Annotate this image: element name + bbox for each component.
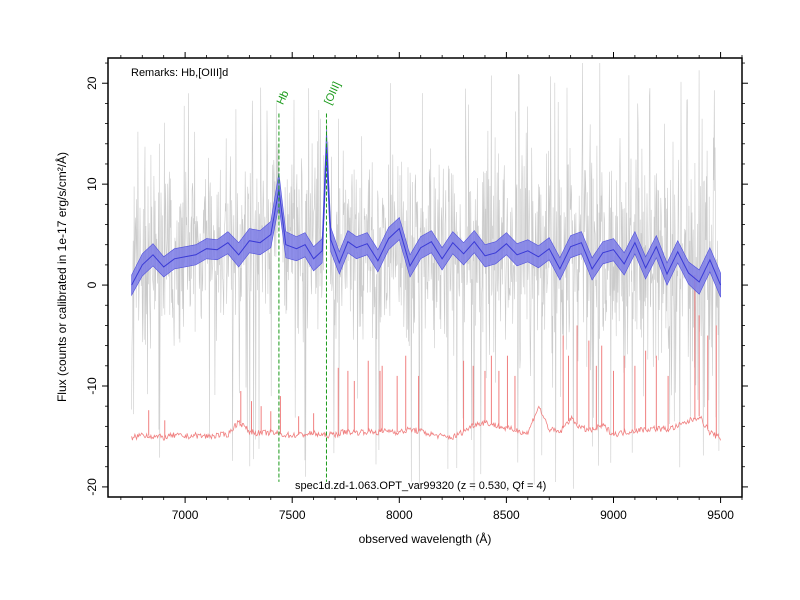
x-tick-label: 8000 xyxy=(386,508,413,522)
y-axis-title: Flux (counts or calibrated in 1e-17 erg/… xyxy=(54,152,69,402)
x-tick-label: 9500 xyxy=(707,508,734,522)
smoothed-spectrum-series xyxy=(131,129,722,298)
x-axis: 7000 7500 8000 8500 9000 9500 xyxy=(120,52,743,522)
x-axis-title: observed wavelength (Å) xyxy=(359,531,492,546)
y-tick-label: 10 xyxy=(85,177,99,191)
plot-frame xyxy=(107,57,743,498)
smoothed-error-band xyxy=(131,129,721,298)
x-tick-label: 9000 xyxy=(600,508,627,522)
sky-spectrum-line xyxy=(131,405,721,441)
y-tick-label: 0 xyxy=(85,281,99,288)
y-tick-label: -10 xyxy=(85,377,99,395)
caption-text: spec1d.zd-1.063.OPT_var99320 (z = 0.530,… xyxy=(295,480,546,492)
plot-area: Hb [OIII] xyxy=(131,62,722,491)
x-tick-label: 7500 xyxy=(279,508,306,522)
sky-spectrum-series xyxy=(131,274,721,441)
y-tick-label: -20 xyxy=(85,478,99,496)
x-tick-label: 7000 xyxy=(172,508,199,522)
y-tick-label: 20 xyxy=(85,76,99,90)
remarks-text: Remarks: Hb,[OIII]d xyxy=(131,67,228,79)
x-tick-label: 8500 xyxy=(493,508,520,522)
smoothed-spectrum-line xyxy=(131,143,722,286)
emission-line-label: Hb xyxy=(275,89,292,107)
y-axis: -20 -10 0 10 20 xyxy=(85,62,748,496)
